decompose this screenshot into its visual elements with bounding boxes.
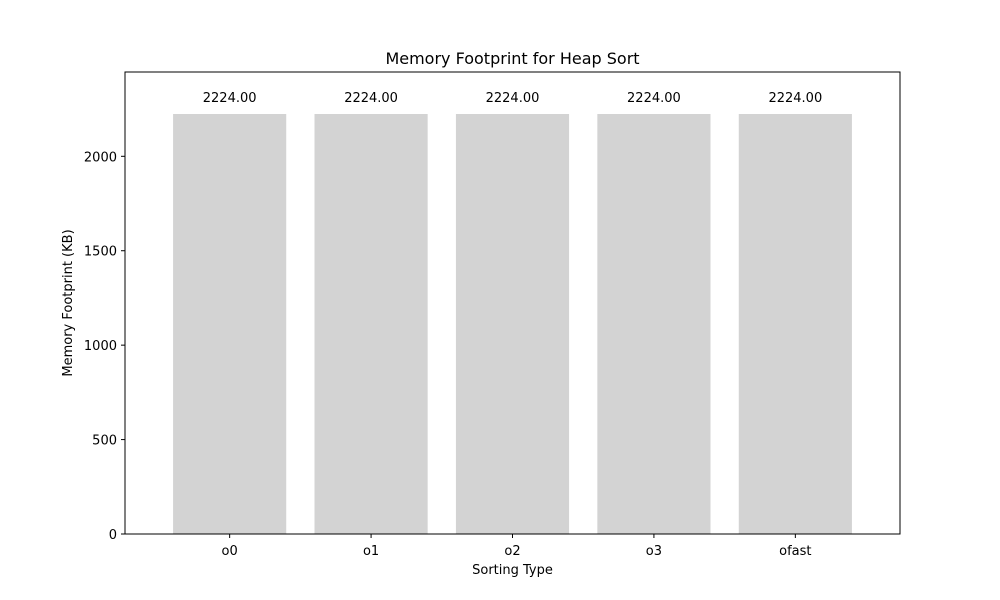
y-tick-label-500: 500 (92, 434, 117, 449)
y-tick-label-1500: 1500 (84, 245, 117, 260)
x-tick-label-o1: o1 (363, 544, 379, 559)
bar-o3 (597, 114, 711, 534)
bar-ofast (738, 114, 852, 534)
y-tick-label-2000: 2000 (84, 150, 117, 165)
y-tick-label-0: 0 (109, 528, 117, 543)
plot-frame (124, 71, 901, 535)
data-label-o2: 2224.00 (486, 91, 540, 106)
x-axis-ticks: o0 o1 o2 o3 ofast (222, 534, 812, 559)
x-tick-label-ofast: ofast (779, 544, 811, 559)
x-axis-label: Sorting Type (472, 563, 553, 578)
data-label-o3: 2224.00 (627, 91, 681, 106)
y-axis-ticks: 0 500 1000 1500 2000 (84, 150, 125, 543)
x-tick-label-o0: o0 (222, 544, 238, 559)
y-axis-label: Memory Footprint (KB) (61, 229, 76, 376)
data-labels-group: 2224.00 2224.00 2224.00 2224.00 2224.00 (203, 91, 822, 106)
data-label-o0: 2224.00 (203, 91, 257, 106)
x-tick-label-o3: o3 (646, 544, 662, 559)
chart-title: Memory Footprint for Heap Sort (385, 49, 639, 68)
data-label-ofast: 2224.00 (768, 91, 822, 106)
bars-group (173, 114, 852, 534)
bar-o1 (314, 114, 428, 534)
bar-o2 (455, 114, 570, 534)
data-label-o1: 2224.00 (344, 91, 398, 106)
x-tick-label-o2: o2 (504, 544, 520, 559)
y-tick-label-1000: 1000 (84, 339, 117, 354)
bar-o0 (173, 114, 287, 534)
